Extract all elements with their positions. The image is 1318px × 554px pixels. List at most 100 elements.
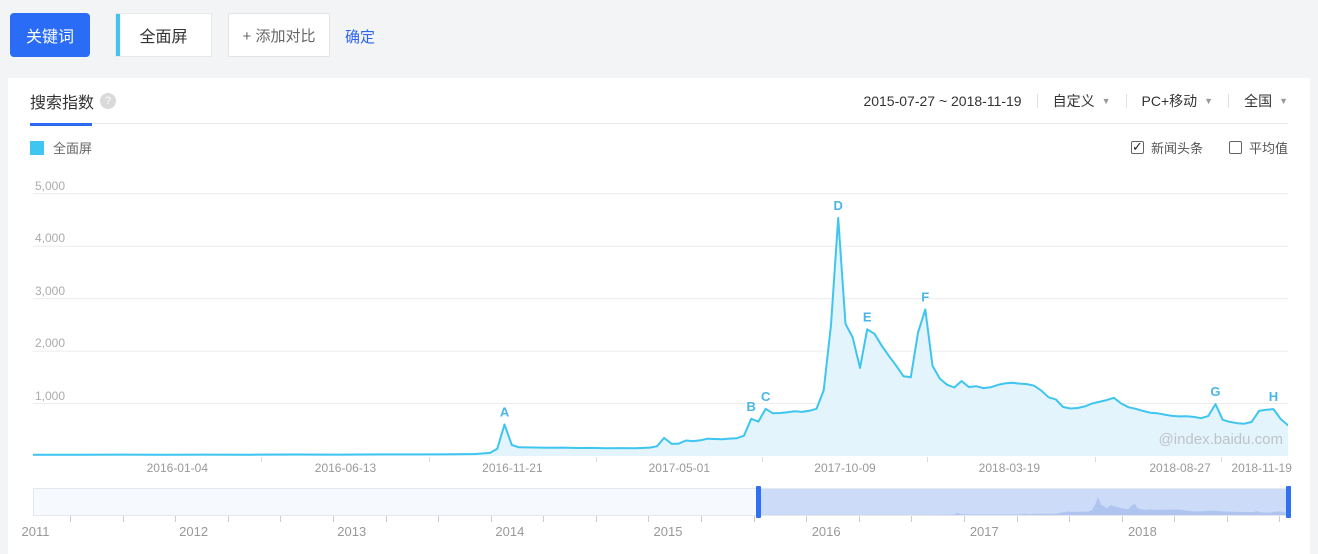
x-axis-tick xyxy=(1094,457,1096,462)
timeline-tick xyxy=(227,516,229,522)
keyword-accent-bar xyxy=(116,14,120,56)
timeline-selection[interactable] xyxy=(759,489,1288,515)
panel-header: 搜索指数 ? 2015-07-27 ~ 2018-11-19 自定义 ▼ PC+… xyxy=(30,78,1288,126)
dropdown-region[interactable]: 全国 ▼ xyxy=(1244,93,1288,109)
y-axis-label: 3,000 xyxy=(35,283,66,298)
y-axis-label: 1,000 xyxy=(35,388,66,403)
dropdown-device[interactable]: PC+移动 ▼ xyxy=(1141,93,1214,109)
timeline-tick xyxy=(1226,516,1228,522)
x-axis-tick xyxy=(261,457,263,462)
timeline-tick xyxy=(543,516,545,522)
timeline-tick xyxy=(175,516,177,522)
timeline-year-label: 2015 xyxy=(653,524,683,539)
annotation-A[interactable]: A xyxy=(500,405,510,420)
dropdown-time-custom[interactable]: 自定义 ▼ xyxy=(1052,93,1111,109)
timeline-handle-left[interactable] xyxy=(756,486,762,518)
timeline-year-label: 2018 xyxy=(1127,524,1157,539)
timeline-tick xyxy=(595,516,597,522)
timeline-tick xyxy=(280,516,282,522)
timeline-year-label: 2013 xyxy=(337,524,367,539)
confirm-link[interactable]: 确定 xyxy=(345,29,376,46)
x-axis-label: 2018-08-27 xyxy=(1149,461,1211,475)
divider xyxy=(1125,94,1127,108)
timeline-track[interactable] xyxy=(33,486,1291,518)
annotation-F[interactable]: F xyxy=(921,289,929,304)
x-axis-label: 2018-11-19 xyxy=(1231,461,1292,475)
x-axis-label: 2016-01-04 xyxy=(146,461,209,475)
keyword-button[interactable]: 关键词 xyxy=(10,13,90,57)
timeline-year-label: 2017 xyxy=(969,524,999,539)
series-color-swatch xyxy=(30,140,44,155)
timeline-tick xyxy=(70,516,72,522)
series-line xyxy=(33,216,1288,456)
annotation-B[interactable]: B xyxy=(746,399,755,414)
timeline-mini-area xyxy=(759,497,1288,515)
divider xyxy=(1228,94,1230,108)
timeline-year-label: 2012 xyxy=(179,524,209,539)
annotation-C[interactable]: C xyxy=(761,389,771,404)
timeline-year-label: 2016 xyxy=(811,524,841,539)
timeline-tick xyxy=(1279,516,1281,522)
timeline-tick xyxy=(1016,516,1018,522)
timeline-ticks xyxy=(33,516,1288,523)
timeline-year-label: 2011 xyxy=(21,524,50,539)
timeline-tick xyxy=(701,516,703,522)
annotation-E[interactable]: E xyxy=(863,309,872,324)
y-axis-label: 4,000 xyxy=(35,231,66,246)
divider xyxy=(1036,94,1038,108)
toggle-average[interactable]: 平均值 xyxy=(1228,138,1288,157)
timeline-tick xyxy=(648,516,650,522)
timeline-tick xyxy=(806,516,808,522)
watermark: @index.baidu.com xyxy=(1158,431,1283,448)
timeline-years: 2011 2012 2013 2014 2015 2016 2017 2018 xyxy=(22,524,1288,540)
timeline-tick xyxy=(1174,516,1176,522)
top-toolbar: 关键词 全面屏 + 添加对比 确定 xyxy=(0,0,1318,78)
timeline-handle-right[interactable] xyxy=(1285,486,1291,518)
chevron-down-icon: ▼ xyxy=(1204,96,1214,106)
keyword-input[interactable]: 全面屏 xyxy=(115,13,212,57)
timeline-tick xyxy=(963,516,965,522)
timeline-mini-chart xyxy=(759,497,1288,515)
timeline-tick xyxy=(1121,516,1123,522)
x-axis-tick xyxy=(595,457,597,462)
x-axis-tick xyxy=(762,457,764,462)
timeline-year-label: 2014 xyxy=(495,524,525,539)
timeline-tick xyxy=(385,516,387,522)
series-legend[interactable]: 全面屏 xyxy=(30,138,92,157)
keyword-value: 全面屏 xyxy=(139,29,188,46)
annotation-G[interactable]: G xyxy=(1210,384,1220,399)
checkbox-news-headlines[interactable] xyxy=(1130,139,1144,155)
annotation-D[interactable]: D xyxy=(834,198,843,213)
add-compare-button[interactable]: + 添加对比 xyxy=(228,13,330,57)
date-range[interactable]: 2015-07-27 ~ 2018-11-19 xyxy=(863,93,1022,109)
x-axis-label: 2016-06-13 xyxy=(314,461,377,475)
series-area-fill xyxy=(33,217,1288,456)
chevron-down-icon: ▼ xyxy=(1279,96,1288,106)
timeline-tick xyxy=(438,516,440,522)
x-axis-label: 2017-10-09 xyxy=(814,461,876,475)
help-icon[interactable]: ? xyxy=(100,93,117,109)
x-axis-label: 2018-03-19 xyxy=(978,461,1041,475)
timeline-tick xyxy=(332,516,334,522)
timeline-tick xyxy=(753,516,755,522)
timeline-tick xyxy=(490,516,492,522)
checkbox-average[interactable] xyxy=(1228,141,1242,154)
series-legend-label: 全面屏 xyxy=(53,141,93,156)
header-controls: 2015-07-27 ~ 2018-11-19 自定义 ▼ PC+移动 ▼ 全国… xyxy=(863,78,1288,124)
toggle-news-headlines[interactable]: 新闻头条 xyxy=(1130,138,1203,157)
timeline-tick xyxy=(858,516,860,522)
x-axis-tick xyxy=(1220,457,1222,462)
chevron-down-icon: ▼ xyxy=(1101,96,1111,106)
timeline-tick xyxy=(1069,516,1071,522)
x-axis-tick xyxy=(428,457,430,462)
legend-row: 全面屏 新闻头条 平均值 xyxy=(30,138,1288,156)
search-index-panel: 搜索指数 ? 2015-07-27 ~ 2018-11-19 自定义 ▼ PC+… xyxy=(8,78,1310,554)
annotation-H[interactable]: H xyxy=(1269,389,1278,404)
x-axis-label: 2017-05-01 xyxy=(648,461,711,475)
x-axis: 2016-01-04 2016-06-13 2016-11-21 2017-05-01… xyxy=(33,457,1292,475)
active-tab-indicator xyxy=(30,123,92,126)
timeline-tick xyxy=(122,516,124,522)
tab-search-index[interactable]: 搜索指数 ? xyxy=(30,78,117,126)
y-axis-label: 2,000 xyxy=(35,336,66,351)
